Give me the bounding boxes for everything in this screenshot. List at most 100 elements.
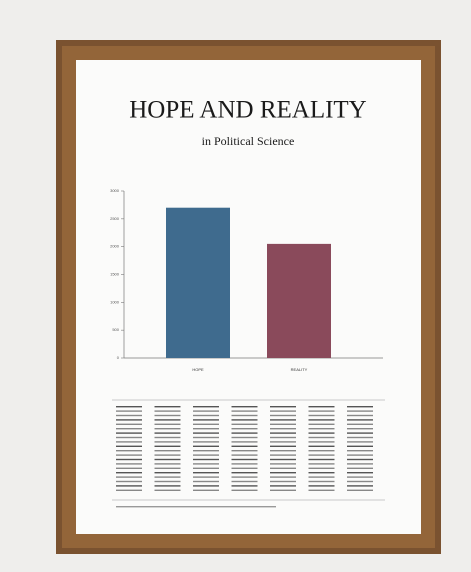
table-texture-line (270, 419, 296, 420)
table-texture-line (232, 459, 258, 460)
table-texture-line (155, 415, 181, 416)
table-texture-line (347, 406, 373, 407)
table-texture-line (309, 419, 335, 420)
table-texture-line (232, 419, 258, 420)
table-texture-line (309, 490, 335, 491)
table-texture-line (347, 424, 373, 425)
table-texture-line (116, 446, 142, 447)
table-texture-line (155, 437, 181, 438)
table-texture-line (155, 432, 181, 433)
table-texture-line (193, 454, 219, 455)
table-texture-line (270, 437, 296, 438)
table-texture-line (347, 415, 373, 416)
table-texture-line (347, 428, 373, 429)
table-texture-line (155, 481, 181, 482)
table-texture-line (309, 476, 335, 477)
table-texture-line (116, 410, 142, 411)
chart-subtitle: in Political Science (202, 134, 295, 148)
y-tick-label: 500 (112, 327, 119, 332)
table-texture-line (347, 454, 373, 455)
table-texture-line (193, 406, 219, 407)
table-texture-line (347, 419, 373, 420)
table-texture-line (232, 446, 258, 447)
table-texture-line (347, 441, 373, 442)
table-texture-line (155, 406, 181, 407)
table-texture-line (309, 441, 335, 442)
table-texture-line (116, 424, 142, 425)
table-texture-line (232, 485, 258, 486)
table-texture-line (270, 468, 296, 469)
table-texture-line (155, 490, 181, 491)
table-texture-line (347, 437, 373, 438)
table-texture-line (232, 437, 258, 438)
table-texture-line (270, 463, 296, 464)
table-texture-line (270, 454, 296, 455)
table-texture-line (309, 446, 335, 447)
bar (267, 244, 331, 358)
table-texture-line (270, 415, 296, 416)
table-texture-line (309, 410, 335, 411)
table-texture-line (116, 485, 142, 486)
table-texture-line (193, 463, 219, 464)
table-texture-line (309, 459, 335, 460)
y-tick-label: 1000 (110, 299, 120, 304)
table-texture-line (193, 476, 219, 477)
table-texture-line (116, 419, 142, 420)
page: {"chart_data": {"type": "bar", "title": … (0, 0, 471, 572)
table-texture-line (155, 485, 181, 486)
bar (166, 208, 230, 358)
table-texture-line (193, 459, 219, 460)
y-tick-label: 3000 (110, 188, 120, 193)
table-texture-line (232, 490, 258, 491)
table-texture-line (309, 415, 335, 416)
table-texture-line (116, 428, 142, 429)
table-texture-line (193, 472, 219, 473)
table-texture-line (193, 490, 219, 491)
table-texture-line (270, 459, 296, 460)
table-texture-line (309, 472, 335, 473)
table-texture-line (155, 428, 181, 429)
table-texture-line (116, 472, 142, 473)
table-texture-line (347, 410, 373, 411)
table-texture-line (232, 428, 258, 429)
table-texture-line (270, 432, 296, 433)
table-texture-line (193, 424, 219, 425)
table-texture-line (193, 428, 219, 429)
table-texture-line (155, 450, 181, 451)
table-texture-line (270, 490, 296, 491)
table-texture-line (232, 454, 258, 455)
table-texture-line (232, 424, 258, 425)
y-tick-label: 2000 (110, 244, 120, 249)
table-texture-line (309, 463, 335, 464)
table-texture-line (155, 410, 181, 411)
table-texture-line (116, 459, 142, 460)
table-texture-line (155, 472, 181, 473)
table-texture-line (155, 446, 181, 447)
table-texture-line (232, 432, 258, 433)
table-texture-line (193, 437, 219, 438)
table-texture-line (155, 459, 181, 460)
table-texture-line (193, 415, 219, 416)
table-texture-line (270, 472, 296, 473)
table-texture-line (155, 468, 181, 469)
table-texture-line (232, 415, 258, 416)
table-texture-line (347, 472, 373, 473)
table-texture-line (309, 437, 335, 438)
table-texture-line (232, 476, 258, 477)
x-tick-label: REALITY (291, 367, 308, 372)
table-texture-line (193, 441, 219, 442)
table-texture-line (270, 410, 296, 411)
table-texture-line (309, 406, 335, 407)
table-texture-line (347, 485, 373, 486)
table-texture-line (232, 450, 258, 451)
table-texture-line (309, 454, 335, 455)
table-texture-line (309, 450, 335, 451)
table-texture-line (193, 450, 219, 451)
table-texture-line (309, 428, 335, 429)
table-texture-line (116, 463, 142, 464)
table-texture-line (116, 415, 142, 416)
table-texture-line (270, 441, 296, 442)
table-texture-line (270, 424, 296, 425)
table-texture-line (155, 419, 181, 420)
table-texture-line (116, 406, 142, 407)
